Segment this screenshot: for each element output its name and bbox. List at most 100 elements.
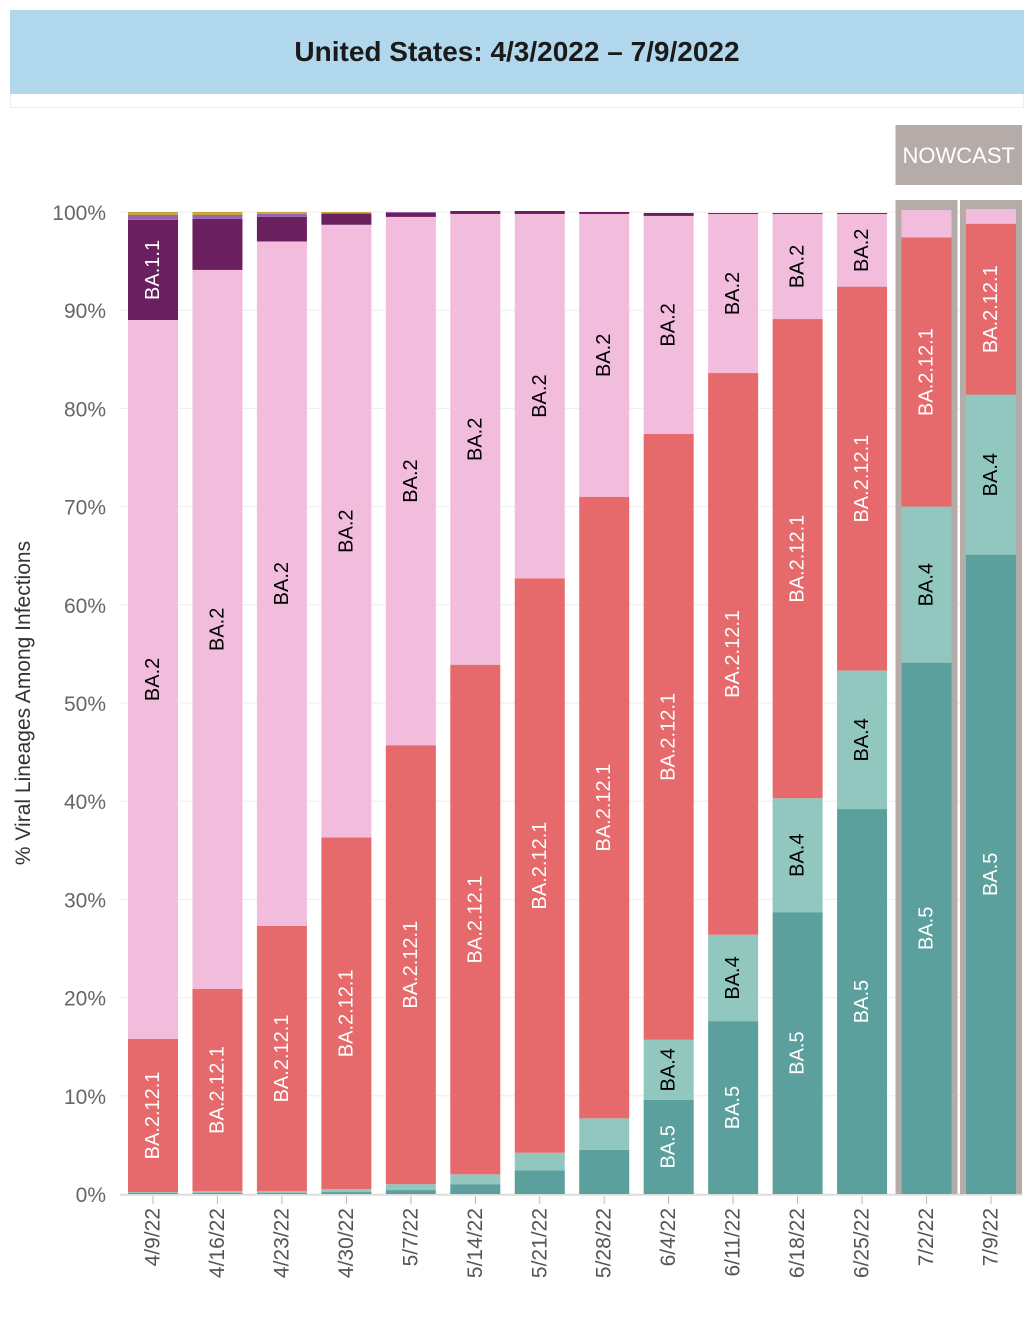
bar-segment — [256, 213, 307, 217]
bar-segment — [901, 662, 952, 1194]
bar-segment — [128, 1193, 178, 1194]
bar-segment-label: BA.2 — [206, 608, 228, 651]
y-tick-label: 100% — [52, 202, 106, 225]
bar-segment-label: BA.2.12.1 — [916, 328, 938, 416]
x-tick-label: 4/23/22 — [270, 1208, 293, 1278]
bar-segment-label: BA.2.12.1 — [142, 1072, 164, 1160]
bar-segment — [708, 212, 759, 214]
bar-segment-label: BA.4 — [851, 718, 873, 761]
bar-segment — [579, 1149, 630, 1194]
title-divider — [10, 94, 1024, 108]
chart-title: United States: 4/3/2022 – 7/9/2022 — [294, 36, 740, 67]
y-tick-label: 30% — [64, 889, 106, 912]
bar-segment — [256, 1191, 307, 1194]
bar-segment — [965, 394, 1016, 555]
bar-segment — [192, 1193, 243, 1194]
bar-segment-label: BA.2.12.1 — [787, 515, 809, 603]
bar-segment — [450, 664, 501, 1175]
y-tick-label: 50% — [64, 693, 106, 716]
bar-segment — [192, 218, 243, 270]
title-banner: United States: 4/3/2022 – 7/9/2022 — [10, 10, 1024, 94]
bar-segment-label: BA.2 — [335, 509, 357, 552]
bar-segment — [321, 1189, 372, 1193]
nowcast-label: NOWCAST — [903, 143, 1015, 168]
y-tick-label: 60% — [64, 595, 106, 618]
bar-segment-label: BA.2 — [722, 272, 744, 315]
bar-segment — [772, 912, 823, 1194]
x-tick-label: 7/2/22 — [915, 1208, 938, 1266]
bar-segment-label: BA.2 — [142, 658, 164, 701]
bar-segment-label: BA.2 — [851, 229, 873, 272]
bar-segment — [579, 213, 630, 497]
bar-segment — [837, 286, 888, 671]
bar-segment — [708, 1021, 759, 1194]
bar-segment — [643, 1039, 694, 1100]
bar-segment — [128, 320, 178, 1039]
bar-segment-label: BA.2.12.1 — [335, 969, 357, 1057]
bar-segment — [708, 213, 759, 374]
y-axis-label: % Viral Lineages Among Infections — [12, 541, 35, 865]
bar-segment — [321, 213, 372, 225]
bar-segment — [965, 554, 1016, 1194]
bar-segment — [128, 212, 178, 215]
x-tick-label: 5/7/22 — [399, 1208, 422, 1266]
bar-segment — [772, 798, 823, 913]
bar-segment — [514, 1170, 565, 1194]
bar-segment — [450, 1184, 501, 1194]
bar-segment — [450, 213, 501, 665]
bar-segment — [450, 1174, 501, 1185]
bar-segment — [901, 237, 952, 507]
x-tick-label: 5/14/22 — [464, 1208, 487, 1278]
bar-segment — [321, 1192, 372, 1194]
bar-segment-label: BA.1.1 — [142, 240, 164, 300]
y-tick-label: 40% — [64, 791, 106, 814]
bar-segment — [128, 1192, 178, 1194]
y-tick-label: 20% — [64, 988, 106, 1011]
bar-segment-label: BA.5 — [658, 1125, 680, 1168]
bar-segment — [772, 319, 823, 799]
bar-segment-label: BA.5 — [851, 980, 873, 1023]
bar-segment-label: BA.4 — [787, 834, 809, 877]
bar-segment-label: BA.2 — [400, 459, 422, 502]
bar-segment — [128, 1038, 178, 1193]
bar-segment — [514, 578, 565, 1153]
bar-segment — [579, 1118, 630, 1150]
bar-segment — [708, 373, 759, 935]
bar-segment — [321, 224, 372, 838]
bar-segment-label: BA.2 — [271, 562, 293, 605]
y-tick-label: 70% — [64, 497, 106, 520]
bar-segment-label: BA.2.12.1 — [722, 610, 744, 698]
x-tick-label: 4/30/22 — [335, 1208, 358, 1278]
x-tick-label: 7/9/22 — [979, 1208, 1002, 1266]
bar-segment — [643, 433, 694, 1040]
bar-segment-label: BA.4 — [722, 956, 744, 999]
bar-segment — [128, 219, 178, 321]
bar-segment-label: BA.2.12.1 — [851, 435, 873, 523]
nowcast-badge — [895, 125, 1022, 185]
bar-segment — [579, 496, 630, 1119]
bar-segment-label: BA.4 — [916, 563, 938, 606]
bar-segment-label: BA.2.12.1 — [529, 822, 551, 910]
bar-segment — [385, 745, 436, 1185]
bar-segment — [514, 1152, 565, 1171]
bar-segment — [643, 212, 694, 216]
x-tick-label: 6/25/22 — [851, 1208, 874, 1278]
bar-segment — [385, 216, 436, 746]
bar-segment-label: BA.2.12.1 — [464, 876, 486, 964]
bar-segment — [965, 223, 1016, 395]
x-tick-label: 4/16/22 — [206, 1208, 229, 1278]
bar-segment-label: BA.2 — [464, 418, 486, 461]
bar-segment-label: BA.5 — [722, 1086, 744, 1129]
bar-segment — [772, 213, 823, 320]
x-tick-label: 5/21/22 — [528, 1208, 551, 1278]
bar-segment — [708, 934, 759, 1022]
bar-segment-label: BA.2.12.1 — [980, 265, 1002, 353]
bar-segment — [837, 213, 888, 287]
bar-segment-label: BA.2.12.1 — [206, 1046, 228, 1134]
bar-segment — [837, 212, 888, 214]
bar-segment-label: BA.2 — [658, 303, 680, 346]
bar-segment-label: BA.4 — [980, 453, 1002, 496]
bar-segment — [192, 214, 243, 219]
x-tick-label: 6/18/22 — [786, 1208, 809, 1278]
